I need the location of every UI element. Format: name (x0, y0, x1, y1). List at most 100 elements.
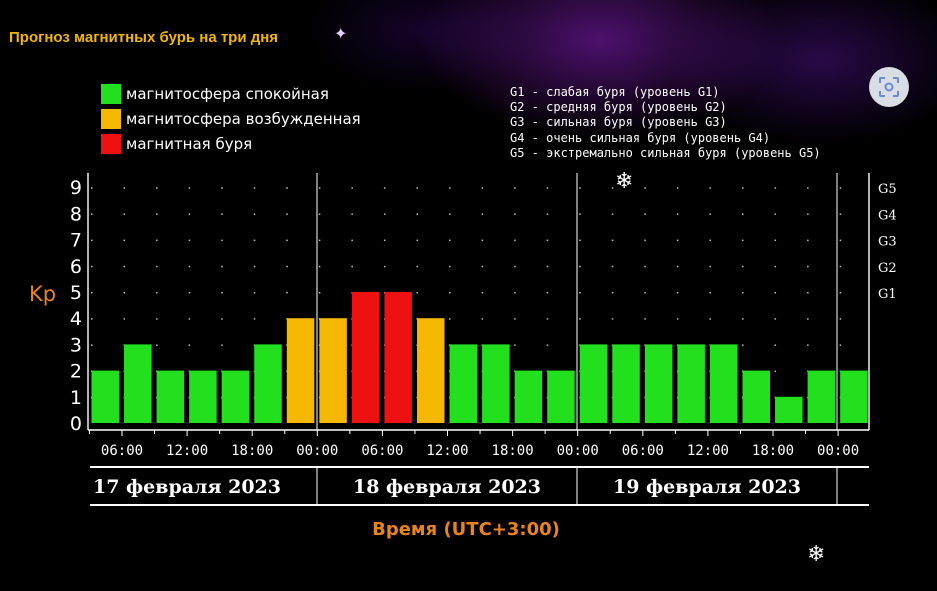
grid-dot (416, 292, 418, 294)
x-tick-label: 12:00 (166, 443, 208, 459)
kp-bar (677, 344, 705, 423)
grid-dot (774, 370, 777, 373)
storm-level-legend: G1 - слабая буря (уровень G1) G2 - средн… (510, 85, 821, 161)
y-tick-label: 2 (70, 361, 82, 383)
grid-dot (286, 292, 288, 294)
grid-dot (253, 239, 256, 242)
storm-level-g2: G2 - средняя буря (уровень G2) (510, 100, 727, 115)
legend-swatch-excited (101, 109, 121, 129)
g-tick-label: G5 (878, 182, 897, 197)
grid-dot (644, 318, 646, 320)
day-label: 18 февраля 2023 (353, 476, 541, 498)
legend-item-excited: магнитосфера возбужденная (101, 109, 361, 129)
grid-dot (742, 239, 744, 242)
grid-dot (742, 187, 744, 189)
grid-dot (449, 292, 451, 294)
grid-dot (156, 187, 158, 189)
legend-swatch-storm (101, 134, 121, 154)
grid-dot (91, 213, 93, 215)
y-tick-label: 0 (70, 413, 82, 435)
grid-dot (286, 239, 288, 242)
grid-dot (611, 292, 614, 294)
storm-level-g5: G5 - экстремально сильная буря (уровень … (510, 145, 821, 160)
scan-button[interactable] (869, 67, 909, 107)
grid-dot (91, 239, 93, 242)
grid-dot (449, 213, 451, 215)
grid-dot (579, 292, 581, 294)
grid-dot (253, 292, 256, 294)
legend-item-storm: магнитная буря (101, 134, 252, 154)
grid-dot (253, 318, 256, 320)
x-tick-label: 06:00 (361, 443, 403, 459)
grid-dot (774, 318, 777, 320)
grid-dot (676, 187, 679, 189)
grid-dot (546, 344, 549, 346)
grid-dot (644, 213, 646, 215)
kp-bar (189, 370, 217, 423)
y-tick-label: 3 (70, 334, 82, 356)
grid-dot (546, 265, 549, 268)
kp-bar (612, 344, 640, 423)
kp-bar (351, 292, 380, 423)
legend-label-excited: магнитосфера возбужденная (126, 110, 361, 128)
y-tick-label: 5 (70, 282, 82, 304)
grid-dot (839, 318, 842, 320)
grid-dot (221, 292, 223, 294)
grid-dot (351, 239, 353, 242)
kp-bar (482, 344, 510, 423)
grid-dot (481, 318, 484, 320)
grid-dot (318, 292, 321, 294)
kp-bar (91, 370, 119, 423)
grid-dot (676, 292, 679, 294)
grid-dot (416, 213, 418, 215)
grid-dot (318, 187, 321, 189)
grid-dot (546, 213, 549, 215)
grid-dot (644, 292, 646, 294)
grid-dot (481, 187, 484, 189)
grid-dot (449, 265, 451, 268)
x-tick-label: 18:00 (231, 443, 273, 459)
grid-dot (383, 213, 386, 215)
grid-dot (807, 265, 809, 268)
kp-bar (254, 344, 282, 423)
grid-dot (807, 344, 809, 346)
grid-dot (351, 213, 353, 215)
x-tick-label: 12:00 (426, 443, 468, 459)
grid-dot (449, 187, 451, 189)
grid-dot (839, 344, 842, 346)
y-tick-label: 7 (70, 230, 82, 252)
grid-dot (123, 187, 126, 189)
kp-bar (384, 292, 412, 423)
grid-dot (156, 318, 158, 320)
y-tick-label: 9 (70, 177, 82, 199)
grid-dot (286, 265, 288, 268)
grid-dot (188, 187, 191, 189)
grid-dot (221, 213, 223, 215)
grid-dot (676, 318, 679, 320)
grid-dot (156, 239, 158, 242)
grid-dot (253, 213, 256, 215)
grid-dot (318, 239, 321, 242)
grid-dot (286, 213, 288, 215)
grid-dot (839, 187, 842, 189)
grid-dot (709, 292, 711, 294)
grid-dot (123, 239, 126, 242)
page-title: Прогноз магнитных бурь на три дня (9, 29, 279, 46)
grid-dot (742, 344, 744, 346)
grid-dot (481, 292, 484, 294)
grid-dot (123, 318, 126, 320)
grid-dot (221, 239, 223, 242)
grid-dot (514, 213, 516, 215)
grid-dot (546, 187, 549, 189)
kp-bar (807, 370, 836, 423)
grid-dot (742, 213, 744, 215)
grid-dot (123, 213, 126, 215)
grid-dot (514, 265, 516, 268)
grid-dot (546, 239, 549, 242)
grid-dot (188, 213, 191, 215)
scan-icon (879, 77, 899, 97)
storm-level-g3: G3 - сильная буря (уровень G3) (510, 115, 727, 130)
grid-dot (481, 265, 484, 268)
grid-dot (318, 265, 321, 268)
grid-dot (253, 265, 256, 268)
